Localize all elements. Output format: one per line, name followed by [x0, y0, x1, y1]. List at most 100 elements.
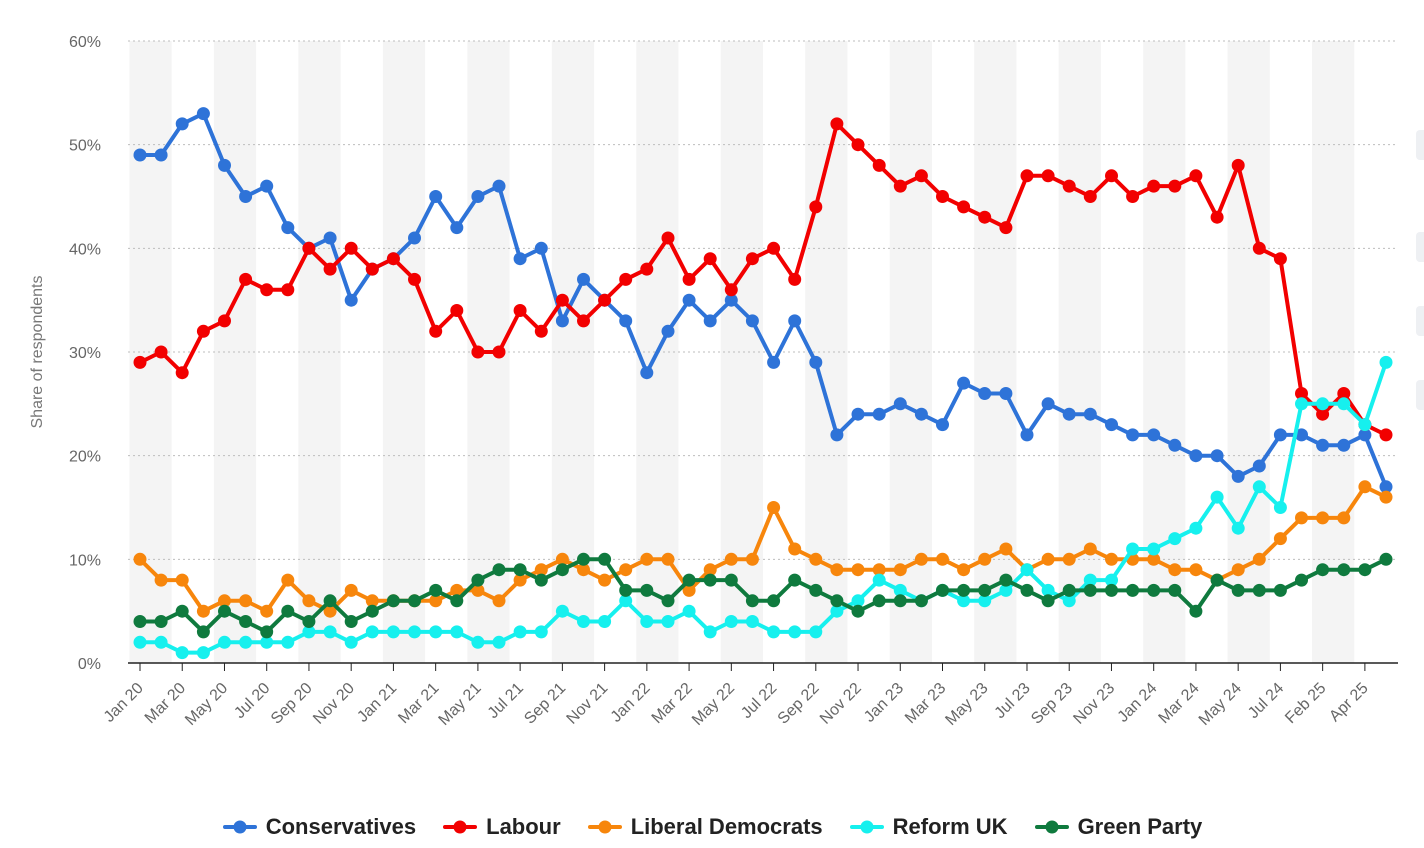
x-tick-label: Jan 23 — [861, 680, 907, 726]
data-point — [408, 594, 421, 608]
data-point — [851, 138, 865, 152]
data-point — [893, 563, 907, 577]
legend-item[interactable]: Green Party — [1034, 814, 1202, 840]
x-tick-label: Mar 20 — [142, 680, 189, 727]
data-point — [872, 573, 886, 587]
data-point — [260, 635, 274, 649]
data-point — [1295, 573, 1308, 587]
data-point — [365, 604, 379, 618]
data-point — [851, 594, 865, 608]
data-point — [767, 501, 781, 514]
series-reform-uk — [133, 355, 1393, 660]
data-point — [450, 594, 464, 608]
legend-item[interactable]: Reform UK — [849, 814, 1008, 840]
data-point — [1105, 573, 1118, 587]
side-panel-tab[interactable] — [1416, 306, 1424, 336]
y-tick-label: 30% — [69, 345, 101, 362]
data-point — [1379, 355, 1393, 369]
data-point — [429, 625, 443, 639]
data-point — [1041, 552, 1055, 566]
data-point — [1168, 563, 1182, 577]
data-point — [1126, 190, 1140, 203]
data-point — [1316, 563, 1330, 577]
data-point — [1126, 583, 1140, 597]
data-point — [1252, 583, 1266, 597]
data-point — [492, 179, 506, 193]
data-point — [218, 594, 231, 608]
data-point — [724, 552, 738, 566]
data-point — [1147, 428, 1161, 442]
y-tick-label: 40% — [69, 241, 101, 258]
data-point — [302, 615, 316, 628]
x-tick-label: Nov 20 — [310, 680, 358, 728]
data-point — [302, 594, 316, 608]
data-point — [1210, 490, 1224, 504]
data-point — [175, 604, 189, 618]
data-point — [534, 563, 548, 577]
data-point — [555, 293, 569, 307]
data-point — [682, 293, 696, 307]
data-point — [830, 428, 844, 442]
data-point — [745, 314, 759, 328]
legend-label: Labour — [486, 814, 561, 839]
data-point — [281, 604, 295, 618]
data-point — [429, 583, 443, 597]
legend-item[interactable]: Labour — [442, 814, 561, 840]
data-point — [260, 604, 274, 618]
side-panel-tab[interactable] — [1416, 380, 1424, 410]
data-point — [1337, 511, 1351, 525]
data-point — [640, 366, 654, 380]
data-point — [429, 324, 443, 338]
x-tick-label: Nov 22 — [817, 680, 865, 728]
data-point — [1041, 594, 1055, 608]
data-point — [239, 594, 253, 608]
data-point — [1083, 542, 1097, 556]
data-point — [260, 179, 274, 193]
data-point — [809, 355, 823, 369]
data-point — [851, 407, 865, 421]
legend-item[interactable]: Conservatives — [222, 814, 416, 840]
data-point — [1273, 428, 1287, 442]
data-point — [661, 324, 675, 338]
legend-item[interactable]: Liberal Democrats — [587, 814, 823, 840]
data-point — [619, 583, 633, 597]
data-point — [872, 407, 886, 421]
data-point — [1358, 428, 1372, 442]
data-point — [1337, 438, 1351, 452]
data-point — [471, 573, 485, 587]
data-point — [682, 604, 696, 618]
data-point — [1231, 563, 1245, 577]
data-point — [133, 148, 147, 162]
data-point — [196, 625, 210, 639]
data-point — [513, 625, 527, 639]
data-point — [323, 604, 337, 618]
data-point — [196, 646, 210, 660]
data-point — [218, 158, 231, 172]
side-panel-tab[interactable] — [1416, 232, 1424, 262]
data-point — [1041, 397, 1055, 411]
y-axis-title: Share of respondents — [29, 276, 46, 429]
data-point — [1126, 428, 1140, 442]
data-point — [1252, 480, 1266, 494]
data-point — [724, 283, 738, 297]
data-point — [1147, 552, 1161, 566]
data-point — [260, 283, 274, 297]
data-point — [703, 573, 717, 587]
data-point — [344, 293, 358, 307]
data-point — [450, 221, 464, 235]
data-point — [1105, 169, 1118, 183]
data-point — [1147, 179, 1161, 193]
data-point — [661, 615, 675, 628]
data-point — [724, 615, 738, 628]
data-point — [893, 397, 907, 411]
data-point — [788, 625, 802, 639]
x-tick-label: May 24 — [1196, 680, 1245, 729]
x-tick-label: Mar 24 — [1156, 680, 1203, 727]
data-point — [1189, 169, 1203, 183]
side-panel-tab[interactable] — [1416, 130, 1424, 160]
data-point — [788, 272, 802, 286]
data-point — [1295, 428, 1308, 442]
x-tick-label: Jan 21 — [354, 680, 400, 726]
data-point — [788, 573, 802, 587]
